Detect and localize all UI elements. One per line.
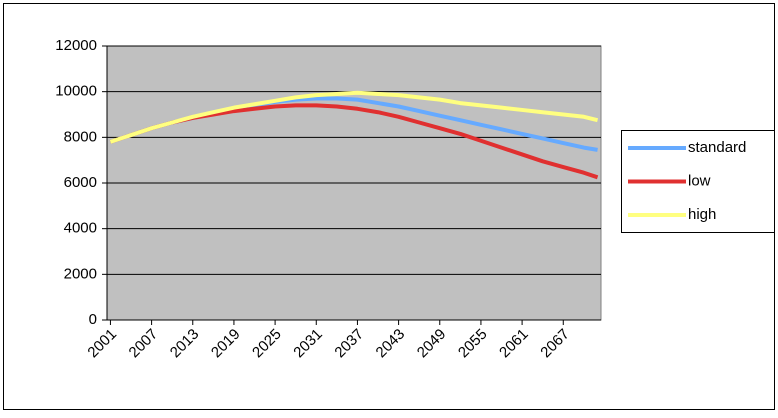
y-tick-label: 4000 (64, 220, 97, 237)
y-tick-label: 10000 (55, 83, 97, 100)
legend-label: low (688, 172, 711, 189)
y-tick-label: 8000 (64, 128, 97, 145)
y-tick-label: 2000 (64, 265, 97, 282)
legend-label: high (688, 206, 716, 223)
legend-label: standard (688, 139, 746, 156)
grid (107, 45, 601, 321)
y-tick-label: 0 (89, 311, 97, 328)
legend: standard low high (628, 139, 746, 223)
series-line (109, 90, 599, 144)
y-tick-label: 6000 (64, 174, 97, 191)
y-tick-label: 12000 (55, 37, 97, 54)
lines (109, 90, 599, 180)
